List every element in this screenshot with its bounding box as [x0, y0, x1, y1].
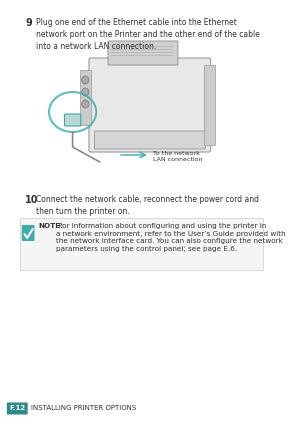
- Text: 10: 10: [26, 195, 39, 205]
- Text: Connect the network cable, reconnect the power cord and
then turn the printer on: Connect the network cable, reconnect the…: [36, 195, 259, 216]
- FancyBboxPatch shape: [94, 131, 205, 149]
- Text: INSTALLING PRINTER OPTIONS: INSTALLING PRINTER OPTIONS: [31, 406, 136, 412]
- Text: NOTE:: NOTE:: [38, 223, 63, 229]
- Text: For information about configuring and using the printer in
a network environment: For information about configuring and us…: [56, 223, 286, 252]
- Text: F.12: F.12: [9, 406, 25, 412]
- FancyBboxPatch shape: [89, 58, 211, 152]
- Text: Plug one end of the Ethernet cable into the Ethernet
network port on the Printer: Plug one end of the Ethernet cable into …: [36, 18, 260, 51]
- Bar: [204, 65, 215, 145]
- FancyBboxPatch shape: [7, 403, 28, 415]
- Bar: [20, 218, 263, 270]
- FancyBboxPatch shape: [108, 41, 178, 65]
- Text: 9: 9: [26, 18, 32, 28]
- Circle shape: [82, 88, 89, 96]
- Circle shape: [82, 100, 89, 108]
- Circle shape: [82, 76, 89, 84]
- FancyBboxPatch shape: [22, 225, 34, 241]
- Text: To the network
LAN connection: To the network LAN connection: [152, 151, 202, 162]
- Bar: [80, 70, 91, 125]
- FancyBboxPatch shape: [64, 114, 81, 126]
